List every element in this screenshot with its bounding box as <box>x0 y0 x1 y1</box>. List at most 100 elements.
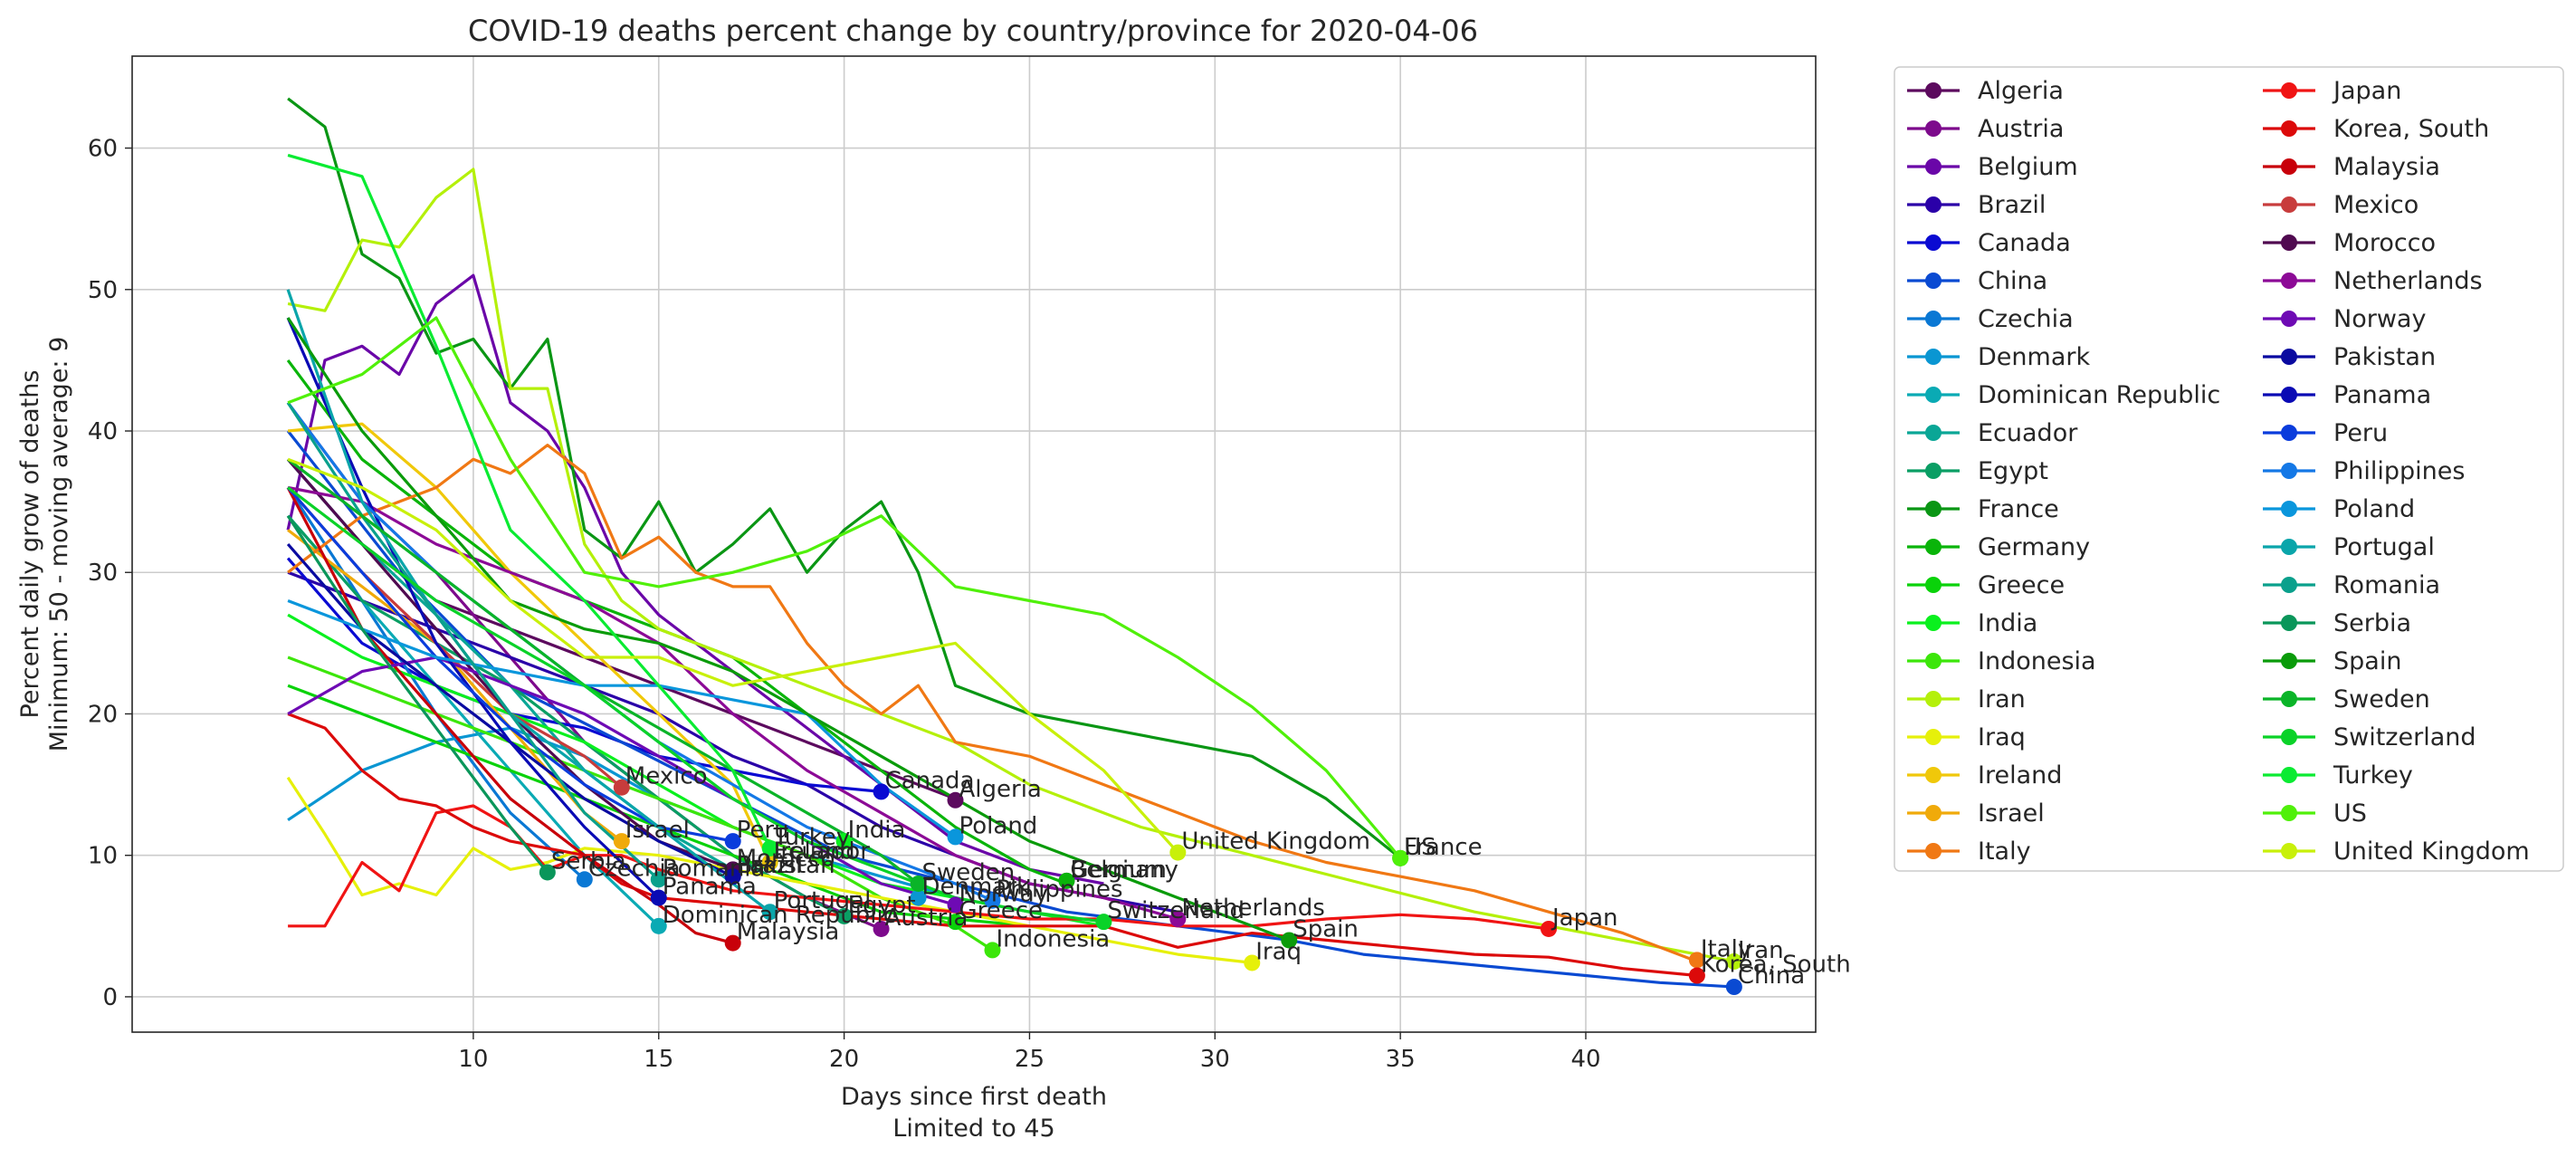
endpoint-label: Spain <box>1293 915 1359 943</box>
endpoint-label: Brazil <box>737 852 803 879</box>
endpoint-label: Mexico <box>625 763 708 790</box>
legend-marker <box>2281 615 2297 631</box>
endpoint-marker <box>1058 872 1075 889</box>
series-line <box>287 97 1402 860</box>
endpoint-label: Algeria <box>959 776 1042 803</box>
legend-marker <box>2281 501 2297 517</box>
endpoint-marker <box>650 871 667 888</box>
legend-marker <box>1925 120 1942 137</box>
legend-label: Canada <box>1978 229 2071 257</box>
legend-label: Dominican Republic <box>1978 381 2220 409</box>
legend-marker <box>1925 767 1942 783</box>
y-axis-ticks: 0 10 20 30 40 50 60 <box>88 136 132 1011</box>
endpoint-label: Panama <box>663 874 757 901</box>
endpoint-label: Peru <box>737 817 789 844</box>
endpoint-marker <box>984 942 1001 959</box>
y-axis-label-secondary: Minimum: 50 - moving average: 9 <box>45 337 73 752</box>
y-tick-label: 40 <box>88 418 118 445</box>
series-line <box>286 289 771 914</box>
endpoint-marker <box>1688 967 1705 984</box>
endpoint-marker <box>1169 844 1187 861</box>
legend-marker <box>2281 843 2297 859</box>
endpoint-marker <box>761 839 778 857</box>
endpoint-label: Belgium <box>1070 857 1167 884</box>
endpoint-label: Netherlands <box>1181 895 1325 922</box>
legend-marker <box>2281 577 2297 593</box>
legend-marker <box>2281 691 2297 707</box>
legend-label: Ecuador <box>1978 419 2078 447</box>
x-tick-label: 20 <box>829 1046 859 1073</box>
legend-label: Italy <box>1978 837 2031 866</box>
series-line <box>286 514 549 874</box>
endpoint-marker <box>761 904 778 921</box>
endpoint-label: France <box>1404 834 1482 861</box>
endpoint-marker <box>1392 849 1409 866</box>
endpoint-marker <box>1169 911 1187 928</box>
legend-label: Netherlands <box>2333 267 2483 295</box>
x-tick-label: 40 <box>1570 1046 1600 1073</box>
legend-label: Philippines <box>2333 457 2465 485</box>
endpoint-marker <box>724 833 741 850</box>
legend-label: Iran <box>1978 685 2026 713</box>
endpoint-label: Czechia <box>588 855 681 882</box>
legend-label: Greece <box>1978 571 2065 599</box>
endpoint-label: Germany <box>1070 857 1178 884</box>
endpoint-label: US <box>1404 834 1436 861</box>
y-tick-label: 0 <box>102 984 118 1011</box>
series-line <box>286 401 660 881</box>
legend-marker <box>1925 425 1942 441</box>
legend-marker <box>2281 349 2297 365</box>
legend-label: Israel <box>1978 799 2045 828</box>
legend-marker <box>1925 273 1942 289</box>
legend-label: Algeria <box>1978 77 2064 105</box>
endpoint-label: Italy <box>1701 935 1751 962</box>
y-tick-label: 30 <box>88 560 118 587</box>
legend-label: Panama <box>2333 381 2431 409</box>
x-axis-ticks: 10 15 20 25 30 35 40 <box>458 1032 1601 1073</box>
x-axis-label-secondary: Limited to 45 <box>892 1115 1054 1143</box>
endpoint-label: Austria <box>885 904 968 932</box>
legend-marker <box>1925 539 1942 555</box>
endpoint-marker <box>984 892 1001 909</box>
chart-title: COVID-19 deaths percent change by countr… <box>468 14 1478 48</box>
series-line <box>287 316 1402 859</box>
endpoint-marker <box>947 828 964 846</box>
endpoint-marker <box>947 914 964 931</box>
plot-frame <box>131 55 1817 1033</box>
endpoint-marker <box>650 889 667 906</box>
legend-label: France <box>1978 495 2059 523</box>
endpoint-label: United Kingdom <box>1181 828 1370 856</box>
legend-marker <box>1925 691 1942 707</box>
legend-label: Malaysia <box>2333 153 2440 181</box>
y-tick-label: 50 <box>88 277 118 304</box>
legend-marker <box>2281 311 2297 327</box>
endpoint-marker <box>947 896 964 914</box>
legend-marker <box>1925 82 1942 99</box>
legend-label: Norway <box>2333 305 2426 333</box>
legend-marker <box>2281 234 2297 251</box>
legend-label: Romania <box>2333 571 2440 599</box>
legend-marker <box>2281 767 2297 783</box>
legend-marker <box>1925 653 1942 669</box>
endpoint-marker <box>1725 979 1742 996</box>
legend-label: United Kingdom <box>2333 837 2530 866</box>
endpoint-label: Iran <box>1738 937 1784 964</box>
y-axis-label: Percent daily grow of deaths <box>16 370 44 719</box>
endpoint-label: Malaysia <box>737 919 840 946</box>
endpoint-label: Romania <box>663 855 766 882</box>
x-tick-label: 15 <box>644 1046 673 1073</box>
legend-marker <box>2281 463 2297 479</box>
legend-items: Algeria Austria Belgium Brazil Canada China Cz… <box>1907 77 2530 866</box>
endpoint-marker <box>835 907 853 924</box>
endpoint-marker <box>873 920 890 937</box>
endpoint-label: Portugal <box>774 887 872 914</box>
legend-label: Germany <box>1978 533 2090 561</box>
grid-lines <box>132 56 1816 1032</box>
endpoint-label: Turkey <box>773 824 851 851</box>
endpoint-marker <box>910 889 927 906</box>
legend-label: Korea, South <box>2333 115 2489 143</box>
legend-label: Pakistan <box>2333 343 2436 371</box>
x-tick-label: 25 <box>1015 1046 1045 1073</box>
endpoint-label: Israel <box>625 817 690 844</box>
